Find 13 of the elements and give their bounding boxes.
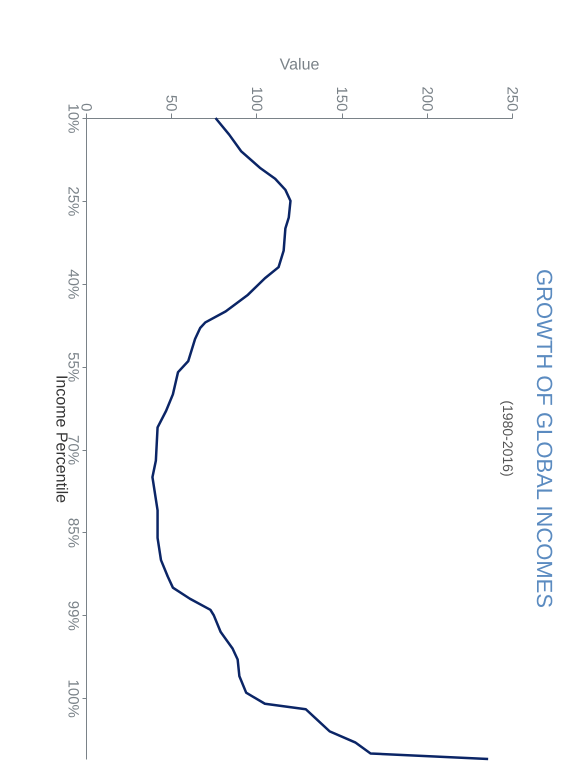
y-tick-label: 40% (64, 269, 82, 300)
y-tick-label: 85% (64, 518, 82, 548)
y-tick-label: 100% (64, 680, 82, 718)
x-tick-label: 100 (248, 86, 265, 112)
text: GROWTH OF GLOBAL INCOMES (532, 269, 557, 608)
text: (1980-2016) (500, 400, 516, 477)
x-tick-label: 50 (162, 94, 180, 112)
x-tick-label: 250 (504, 86, 520, 112)
y-tick-label: 25% (64, 186, 82, 216)
x-tick-label: 200 (418, 86, 436, 112)
x-tick-label: 150 (333, 86, 350, 112)
x-axis-title: Value (280, 56, 320, 74)
y-tick-label: 99% (64, 600, 82, 631)
